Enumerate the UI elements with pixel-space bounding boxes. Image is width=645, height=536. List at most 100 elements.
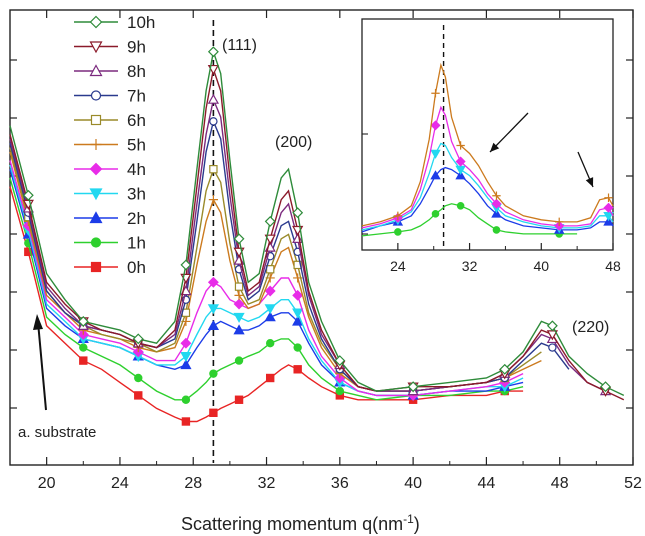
x-tick-label: 20 <box>38 475 56 492</box>
data-point-10h <box>207 46 219 58</box>
data-point-3h <box>180 352 192 363</box>
legend-label: 6h <box>127 111 146 130</box>
legend-label: 7h <box>127 87 146 106</box>
legend-entry-4h: 4h <box>74 160 146 179</box>
substrate-arrow <box>33 314 47 411</box>
data-point-10h <box>77 316 89 327</box>
inset-series-5h <box>361 62 614 227</box>
inset-data-point-4h <box>603 202 614 213</box>
inset-data-point-5h <box>431 89 440 98</box>
inset-series-1h <box>361 201 578 238</box>
data-point-5h <box>208 195 218 205</box>
inset-data-point-4h <box>491 198 502 209</box>
inset-data-point-5h <box>604 193 613 202</box>
data-point-7h <box>548 343 557 352</box>
data-point-0h <box>234 395 244 404</box>
data-point-10h <box>546 320 558 332</box>
data-point-0h <box>209 408 218 418</box>
x-tick-label: 32 <box>258 475 276 492</box>
inset-data-point-1h <box>431 210 440 218</box>
data-point-1h <box>209 369 218 378</box>
data-point-2h <box>180 359 192 370</box>
data-point-7h <box>209 117 218 126</box>
inset-series-line-5h <box>361 62 614 227</box>
data-point-10h <box>180 259 192 271</box>
legend-entry-2h: 2h <box>74 209 146 228</box>
inset-series-line-3h <box>361 142 614 231</box>
data-point-2h <box>264 311 276 322</box>
legend-marker <box>90 114 102 126</box>
x-tick-label: 24 <box>111 475 129 492</box>
series-1h <box>9 177 524 404</box>
inset-data-point-4h <box>455 156 466 167</box>
legend-label: 1h <box>127 234 146 253</box>
series-0h <box>9 186 524 426</box>
data-point-1h <box>134 373 143 383</box>
x-tick-label: 52 <box>624 475 642 492</box>
data-point-1h <box>234 356 244 365</box>
data-point-10h <box>407 381 419 393</box>
inset-data-point-4h <box>430 120 441 131</box>
inset-data-point-3h <box>430 149 441 159</box>
data-point-2h <box>233 324 245 335</box>
data-point-6h <box>265 265 275 274</box>
x-tick-label: 28 <box>184 475 202 492</box>
data-point-1h <box>265 339 275 348</box>
legend-label: 8h <box>127 62 146 81</box>
x-tick-label: 40 <box>404 475 422 492</box>
data-point-6h <box>293 260 302 270</box>
data-point-0h <box>134 391 143 400</box>
inset-x-tick-label: 24 <box>390 258 406 274</box>
series-10h <box>9 46 625 397</box>
inset-data-point-1h <box>394 228 402 236</box>
data-point-4h <box>233 298 245 310</box>
annotation-peak-200: (200) <box>275 134 312 151</box>
plot-frame <box>9 9 634 466</box>
data-point-10h <box>132 333 144 345</box>
legend-entry-3h: 3h <box>74 185 146 204</box>
data-point-2h <box>207 319 220 330</box>
legend-label: 0h <box>127 258 146 277</box>
inset-plot: 24 32 40 48 <box>361 18 621 274</box>
legend-label: 2h <box>127 209 146 228</box>
legend-label: 9h <box>127 38 146 57</box>
data-point-1h <box>335 386 345 396</box>
inset-data-point-2h <box>491 208 502 218</box>
data-point-4h <box>207 276 219 288</box>
data-point-3h <box>207 304 220 315</box>
legend: 10h 9h 8h 7h 6h 5h 4h 3h 2h 1h 0h <box>74 13 155 277</box>
data-point-1h <box>181 395 191 404</box>
legend-marker <box>90 139 102 150</box>
legend-entry-7h: 7h <box>74 87 146 106</box>
data-point-4h <box>180 337 192 349</box>
inset-x-tick-label: 48 <box>605 258 621 274</box>
data-point-10h <box>600 381 611 393</box>
inset-data-point-2h <box>430 170 441 180</box>
main-plot: 20 24 28 32 36 40 44 48 52 <box>9 9 642 492</box>
legend-marker <box>90 90 102 101</box>
inset-data-point-5h <box>393 211 403 221</box>
legend-label: 10h <box>127 13 155 32</box>
inset-arrow-2 <box>577 151 594 188</box>
x-tick-label: 44 <box>478 475 496 492</box>
data-point-4h <box>292 289 304 301</box>
inset-x-tick-label: 40 <box>533 258 549 274</box>
data-point-10h <box>499 363 511 375</box>
inset-series-line-4h <box>361 105 614 229</box>
data-point-2h <box>292 315 304 326</box>
data-point-10h <box>264 215 276 227</box>
legend-marker <box>90 237 102 248</box>
data-point-6h <box>234 282 244 291</box>
legend-entry-10h: 10h <box>74 13 155 32</box>
inset-data-point-5h <box>492 191 501 200</box>
data-point-4h <box>264 285 276 297</box>
legend-entry-8h: 8h <box>74 62 146 81</box>
annotation-peak-111: (111) <box>222 37 257 54</box>
legend-entry-9h: 9h <box>74 38 146 57</box>
inset-data-point-1h <box>456 201 465 210</box>
data-point-3h <box>264 304 276 315</box>
annotation-substrate: a. substrate <box>18 424 96 441</box>
data-point-10h <box>292 207 304 219</box>
data-point-9h <box>264 234 276 245</box>
